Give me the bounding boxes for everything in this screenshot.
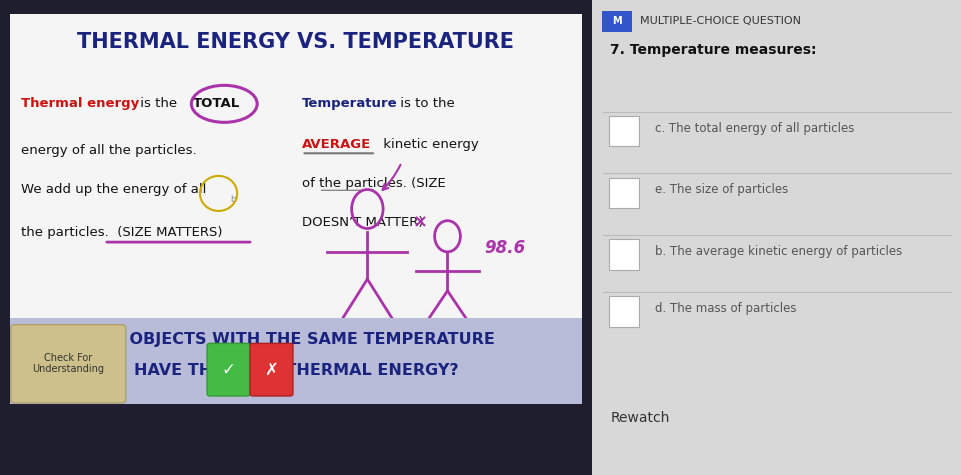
FancyBboxPatch shape [608,178,638,208]
Text: Check For
Understanding: Check For Understanding [32,353,104,374]
Text: the particles.  (SIZE MATTERS): the particles. (SIZE MATTERS) [21,226,222,239]
Text: ✓: ✓ [221,361,235,379]
FancyBboxPatch shape [601,11,631,32]
Text: is the: is the [136,97,181,110]
FancyBboxPatch shape [608,116,638,146]
FancyBboxPatch shape [11,325,126,403]
Text: 7. Temperature measures:: 7. Temperature measures: [609,43,816,57]
Text: AVERAGE: AVERAGE [301,138,370,151]
FancyBboxPatch shape [591,0,961,475]
Text: ✗: ✗ [264,361,278,379]
Text: c. The total energy of all particles: c. The total energy of all particles [653,122,853,135]
FancyBboxPatch shape [10,318,581,404]
Text: We add up the energy of all: We add up the energy of all [21,183,207,196]
Text: HAVE THE SAME THERMAL ENERGY?: HAVE THE SAME THERMAL ENERGY? [134,363,457,378]
Text: kinetic energy: kinetic energy [379,138,478,151]
Text: e. The size of particles: e. The size of particles [653,183,787,197]
Text: b: b [230,195,235,204]
FancyBboxPatch shape [608,296,638,327]
Text: energy of all the particles.: energy of all the particles. [21,144,196,157]
Text: MULTIPLE-CHOICE QUESTION: MULTIPLE-CHOICE QUESTION [639,16,800,27]
Text: ×: × [412,214,428,232]
Text: b. The average kinetic energy of particles: b. The average kinetic energy of particl… [653,245,900,258]
FancyBboxPatch shape [10,14,581,404]
Text: THERMAL ENERGY VS. TEMPERATURE: THERMAL ENERGY VS. TEMPERATURE [77,31,514,51]
Text: d. The mass of particles: d. The mass of particles [653,302,796,315]
Text: 98.6: 98.6 [484,239,526,257]
Text: DOESN’T MATTER): DOESN’T MATTER) [301,216,423,229]
Text: of the particles. (SIZE: of the particles. (SIZE [301,177,445,190]
Text: is to the: is to the [396,97,455,110]
Text: Rewatch: Rewatch [609,411,669,425]
Text: Temperature: Temperature [301,97,397,110]
Text: TOTAL: TOTAL [192,97,240,110]
FancyBboxPatch shape [608,239,638,270]
Text: M: M [611,16,621,27]
Text: DO OBJECTS WITH THE SAME TEMPERATURE: DO OBJECTS WITH THE SAME TEMPERATURE [97,332,494,347]
Text: Thermal energy: Thermal energy [21,97,139,110]
FancyBboxPatch shape [250,343,293,396]
FancyBboxPatch shape [207,343,250,396]
